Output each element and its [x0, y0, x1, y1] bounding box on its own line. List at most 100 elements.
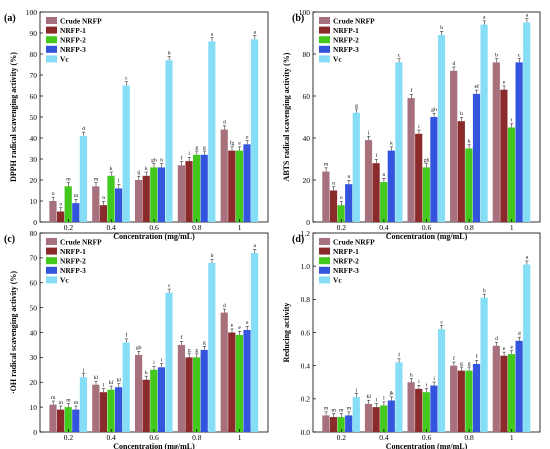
bar [92, 186, 100, 222]
significance-letter: kl [367, 394, 372, 400]
bar [72, 409, 80, 432]
significance-letter: gh [424, 157, 430, 163]
y-axis-label: DPPH radical scavenging activity (%) [9, 52, 18, 182]
significance-letter: f [476, 353, 478, 360]
y-tick-label: 60 [30, 279, 38, 288]
y-tick-label: 1.0 [301, 262, 311, 271]
significance-letter: k [110, 166, 113, 172]
bar [243, 330, 251, 432]
chart-panel-4: 0.0 0.2 0.4 0.6 0.8 1.0 1.2 Reducing activity Co… [282, 229, 541, 449]
y-tick-label: 0 [306, 218, 310, 227]
y-tick-label: 100 [299, 8, 311, 17]
legend-swatch [46, 247, 57, 255]
significance-letter: ef [475, 83, 479, 90]
bar [185, 161, 193, 222]
y-axis-label: ABTS radical scavenging activity (%) [282, 52, 291, 181]
y-tick-label: 0 [33, 428, 37, 437]
y-tick-label: 70 [30, 71, 38, 80]
bar [177, 344, 185, 432]
legend-swatch [46, 266, 57, 274]
legend-label: NRFP-1 [333, 247, 359, 256]
significance-letter: i [153, 360, 155, 366]
bar [472, 93, 481, 223]
bar [79, 377, 87, 432]
significance-letter: ij [137, 170, 141, 176]
x-axis-label: Concentration (mg/mL) [113, 442, 195, 449]
significance-letter: i [161, 358, 163, 364]
bar [150, 369, 158, 432]
significance-letter: e [503, 346, 506, 352]
bar [99, 205, 107, 222]
legend-swatch [46, 26, 57, 34]
significance-letter: g [468, 361, 471, 367]
x-tick-label: 0.6 [149, 433, 159, 442]
bar [185, 357, 193, 432]
legend-label: NRFP-2 [60, 257, 86, 266]
y-tick-label: 20 [303, 176, 311, 185]
x-tick-label: 0.2 [337, 433, 347, 442]
x-tick-label: 0.2 [337, 223, 347, 232]
significance-letter: n [348, 174, 351, 180]
bar [122, 342, 130, 432]
y-axis-label: ·OH radical scavenging activity (%) [9, 271, 18, 394]
significance-letter: k [468, 139, 471, 145]
significance-letter: gh [431, 107, 437, 113]
x-tick-label: 0.6 [422, 223, 432, 232]
bar [135, 180, 143, 222]
significance-letter: f [453, 355, 455, 362]
significance-letter: e [503, 80, 506, 86]
significance-letter: m [66, 176, 71, 182]
significance-letter: g [355, 103, 358, 109]
significance-letter: e [246, 320, 249, 326]
legend-swatch [46, 276, 57, 284]
significance-letter: jk [388, 391, 394, 397]
bar [107, 175, 115, 222]
significance-letter: i [426, 382, 428, 388]
bar [480, 297, 488, 432]
bar [395, 362, 403, 432]
significance-letter: h [410, 372, 413, 378]
bar [200, 349, 208, 432]
y-axis: 0.0 0.2 0.4 0.6 0.8 1.0 1.2 [301, 229, 316, 437]
significance-letter: e [238, 141, 241, 147]
significance-letter: o [59, 202, 62, 208]
bar [395, 62, 403, 223]
bar [235, 334, 243, 432]
legend-swatch [319, 55, 330, 63]
bar [523, 264, 531, 432]
bar [430, 385, 438, 432]
significance-letter: i [188, 151, 190, 157]
significance-letter: g [203, 145, 206, 151]
significance-letter: kl [117, 377, 122, 383]
bar [422, 392, 430, 432]
bar [107, 389, 115, 432]
y-tick-label: 10 [30, 197, 38, 206]
significance-letter: m [66, 397, 71, 403]
legend-label: NRFP-3 [333, 45, 359, 54]
bar [407, 382, 415, 432]
significance-letter: m [324, 406, 329, 412]
legend-label: NRFP-3 [333, 266, 359, 275]
bar [345, 415, 353, 432]
bar [523, 22, 531, 222]
significance-letter: i [418, 124, 420, 130]
bar [450, 365, 458, 432]
significance-letter: k [390, 141, 393, 147]
significance-letter: e [238, 325, 241, 331]
bar [208, 262, 216, 432]
panel-label: (d) [292, 234, 304, 245]
x-tick-label: 0.4 [379, 223, 389, 232]
significance-letter: c [398, 52, 401, 58]
legend-swatch [319, 276, 330, 284]
legend-label: Crude NRFP [333, 16, 375, 25]
bar [235, 150, 243, 222]
y-tick-label: 0 [33, 218, 37, 227]
bar [507, 127, 516, 222]
bar [322, 171, 330, 222]
significance-letter: f [410, 87, 412, 94]
bar [200, 154, 208, 222]
significance-letter: a [254, 29, 257, 35]
legend-label: Vc [333, 276, 342, 285]
legend-swatch [46, 257, 57, 265]
